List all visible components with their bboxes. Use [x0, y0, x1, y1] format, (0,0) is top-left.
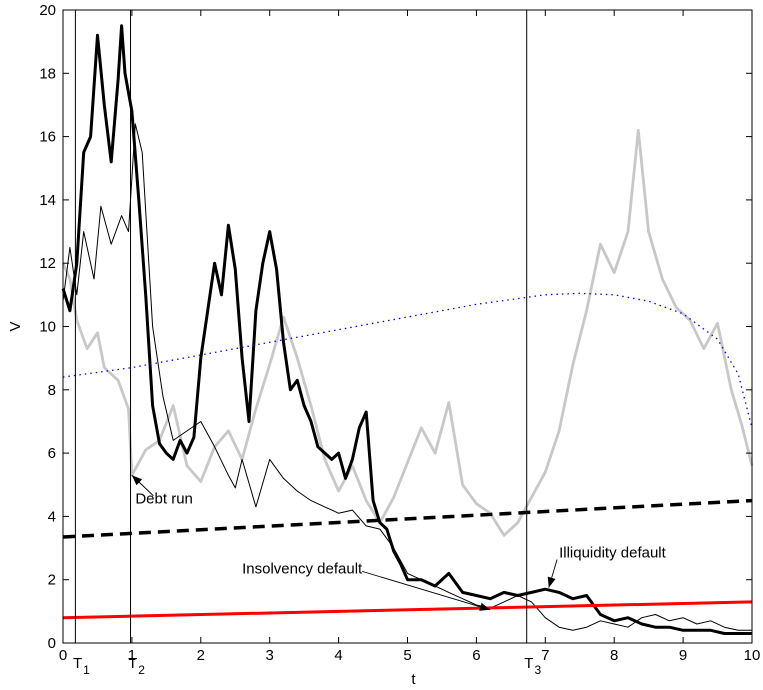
annotation-label: Insolvency default — [242, 560, 363, 577]
annotation-arrow-head — [131, 475, 143, 486]
y-tick-label: 4 — [48, 508, 56, 525]
annotation-arrow-head — [547, 576, 556, 588]
vline-label-t3: T3 — [524, 655, 541, 677]
annotation-label: Illiquidity default — [559, 545, 667, 562]
series-dotted-blue-curve — [62, 292, 753, 428]
annotation-arrow-head — [479, 602, 491, 611]
y-tick-label: 12 — [39, 255, 56, 272]
series-gray-path — [61, 128, 754, 537]
annotation-arrow-line — [362, 570, 491, 611]
x-tick-label: 9 — [679, 647, 687, 664]
x-tick-label: 7 — [541, 647, 549, 664]
y-axis-label: V — [7, 321, 24, 331]
y-tick-label: 8 — [48, 382, 56, 399]
y-tick-label: 6 — [48, 445, 56, 462]
x-tick-label: 6 — [472, 647, 480, 664]
series-thin-path — [62, 123, 752, 631]
series-thick-path — [61, 24, 752, 635]
series-layer — [61, 24, 754, 635]
x-axis-label: t — [411, 671, 416, 688]
series-dashed-line — [62, 498, 753, 539]
x-tick-label: 2 — [197, 647, 205, 664]
y-tick-label: 18 — [39, 65, 56, 82]
x-tick-label: 10 — [744, 647, 761, 664]
vline-label-t1: T1 — [73, 655, 90, 677]
x-tick-label: 1 — [128, 647, 136, 664]
y-tick-label: 16 — [39, 129, 56, 146]
x-tick-label: 8 — [610, 647, 618, 664]
y-tick-label: 20 — [39, 2, 56, 19]
x-tick-label: 5 — [403, 647, 411, 664]
annotation-label: Debt run — [135, 491, 193, 508]
y-tick-label: 10 — [39, 319, 56, 336]
x-tick-label: 0 — [59, 647, 67, 664]
y-tick-label: 14 — [39, 192, 56, 209]
x-tick-label: 3 — [266, 647, 274, 664]
annotation-layer: Debt run Insolvency default Illiquidity de… — [131, 474, 667, 611]
series-red-line — [62, 600, 753, 620]
y-tick-label: 0 — [48, 635, 56, 652]
x-tick-label: 4 — [334, 647, 342, 664]
y-tick-label: 2 — [48, 572, 56, 589]
